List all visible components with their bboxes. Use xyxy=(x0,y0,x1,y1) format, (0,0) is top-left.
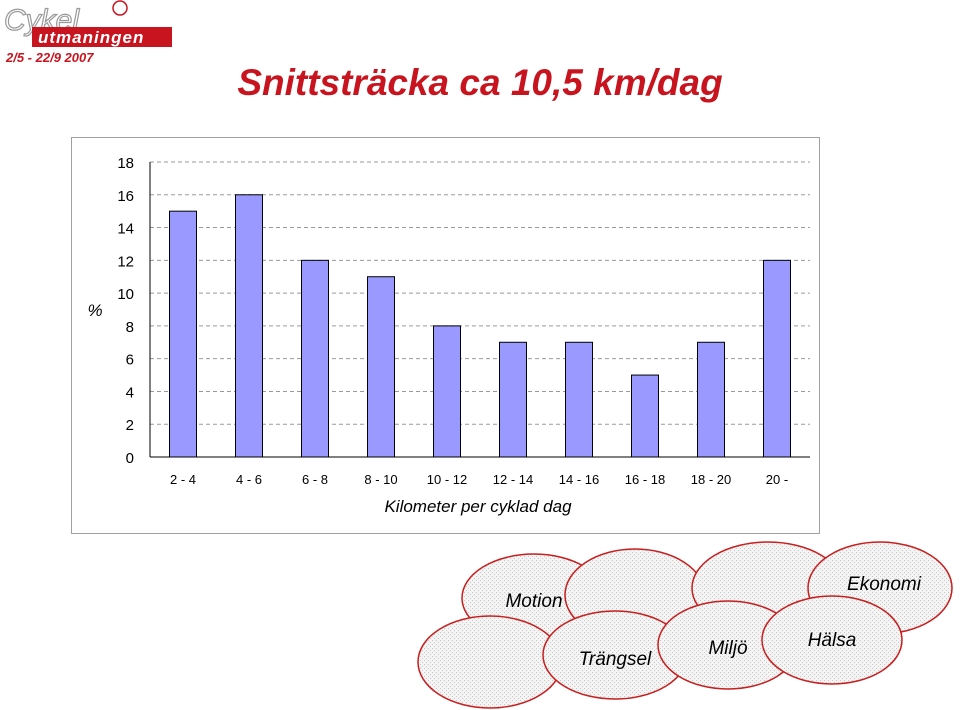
x-tick-label: 2 - 4 xyxy=(170,472,196,487)
x-tick-label: 18 - 20 xyxy=(691,472,731,487)
bar xyxy=(565,341,593,458)
x-tick-label: 16 - 18 xyxy=(625,472,665,487)
bar xyxy=(631,374,659,458)
circle-label-trangsel: Trängsel xyxy=(579,649,652,670)
y-tick-label: 10 xyxy=(117,286,134,303)
y-tick-label: 6 xyxy=(126,352,134,369)
wheel-icon xyxy=(112,0,128,16)
x-tick-label: 6 - 8 xyxy=(302,472,328,487)
cykelutmaningen-logo: Cykel utmaningen 2/5 - 22/9 2007 xyxy=(3,0,172,65)
x-tick-label: 8 - 10 xyxy=(364,472,397,487)
x-tick-label: 20 - xyxy=(766,472,788,487)
y-axis-label: % xyxy=(87,301,102,320)
x-tick-label: 4 - 6 xyxy=(236,472,262,487)
y-tick-label: 16 xyxy=(117,188,134,205)
bar xyxy=(763,259,791,458)
circle-label-miljo: Miljö xyxy=(708,638,747,659)
topic-circle xyxy=(417,615,563,709)
x-tick-label: 14 - 16 xyxy=(559,472,599,487)
y-tick-label: 2 xyxy=(126,417,134,434)
bar xyxy=(499,341,527,458)
logo-banner xyxy=(32,27,172,47)
y-tick-label: 8 xyxy=(126,319,134,336)
y-tick-label: 14 xyxy=(117,221,134,238)
chart-frame xyxy=(71,137,820,534)
bar xyxy=(301,259,329,458)
bar xyxy=(169,210,197,458)
y-tick-label: 4 xyxy=(126,384,134,401)
x-tick-label: 10 - 12 xyxy=(427,472,467,487)
bar xyxy=(433,325,461,458)
x-tick-label: 12 - 14 xyxy=(493,472,533,487)
y-tick-label: 12 xyxy=(117,253,134,270)
circle-label-motion: Motion xyxy=(505,591,562,612)
logo-dates: 2/5 - 22/9 2007 xyxy=(5,50,94,65)
y-tick-label: 18 xyxy=(117,155,134,172)
bar xyxy=(367,276,395,458)
page-title: Snittsträcka ca 10,5 km/dag xyxy=(237,62,723,103)
y-tick-label: 0 xyxy=(126,450,134,467)
circle-label-halsa: Hälsa xyxy=(808,630,857,651)
circle-label-ekonomi: Ekonomi xyxy=(847,574,922,595)
bar xyxy=(697,341,725,458)
topic-circle xyxy=(761,595,903,685)
x-axis-label: Kilometer per cyklad dag xyxy=(384,497,572,516)
bar xyxy=(235,194,263,458)
logo-word-utmaningen: utmaningen xyxy=(38,28,144,47)
